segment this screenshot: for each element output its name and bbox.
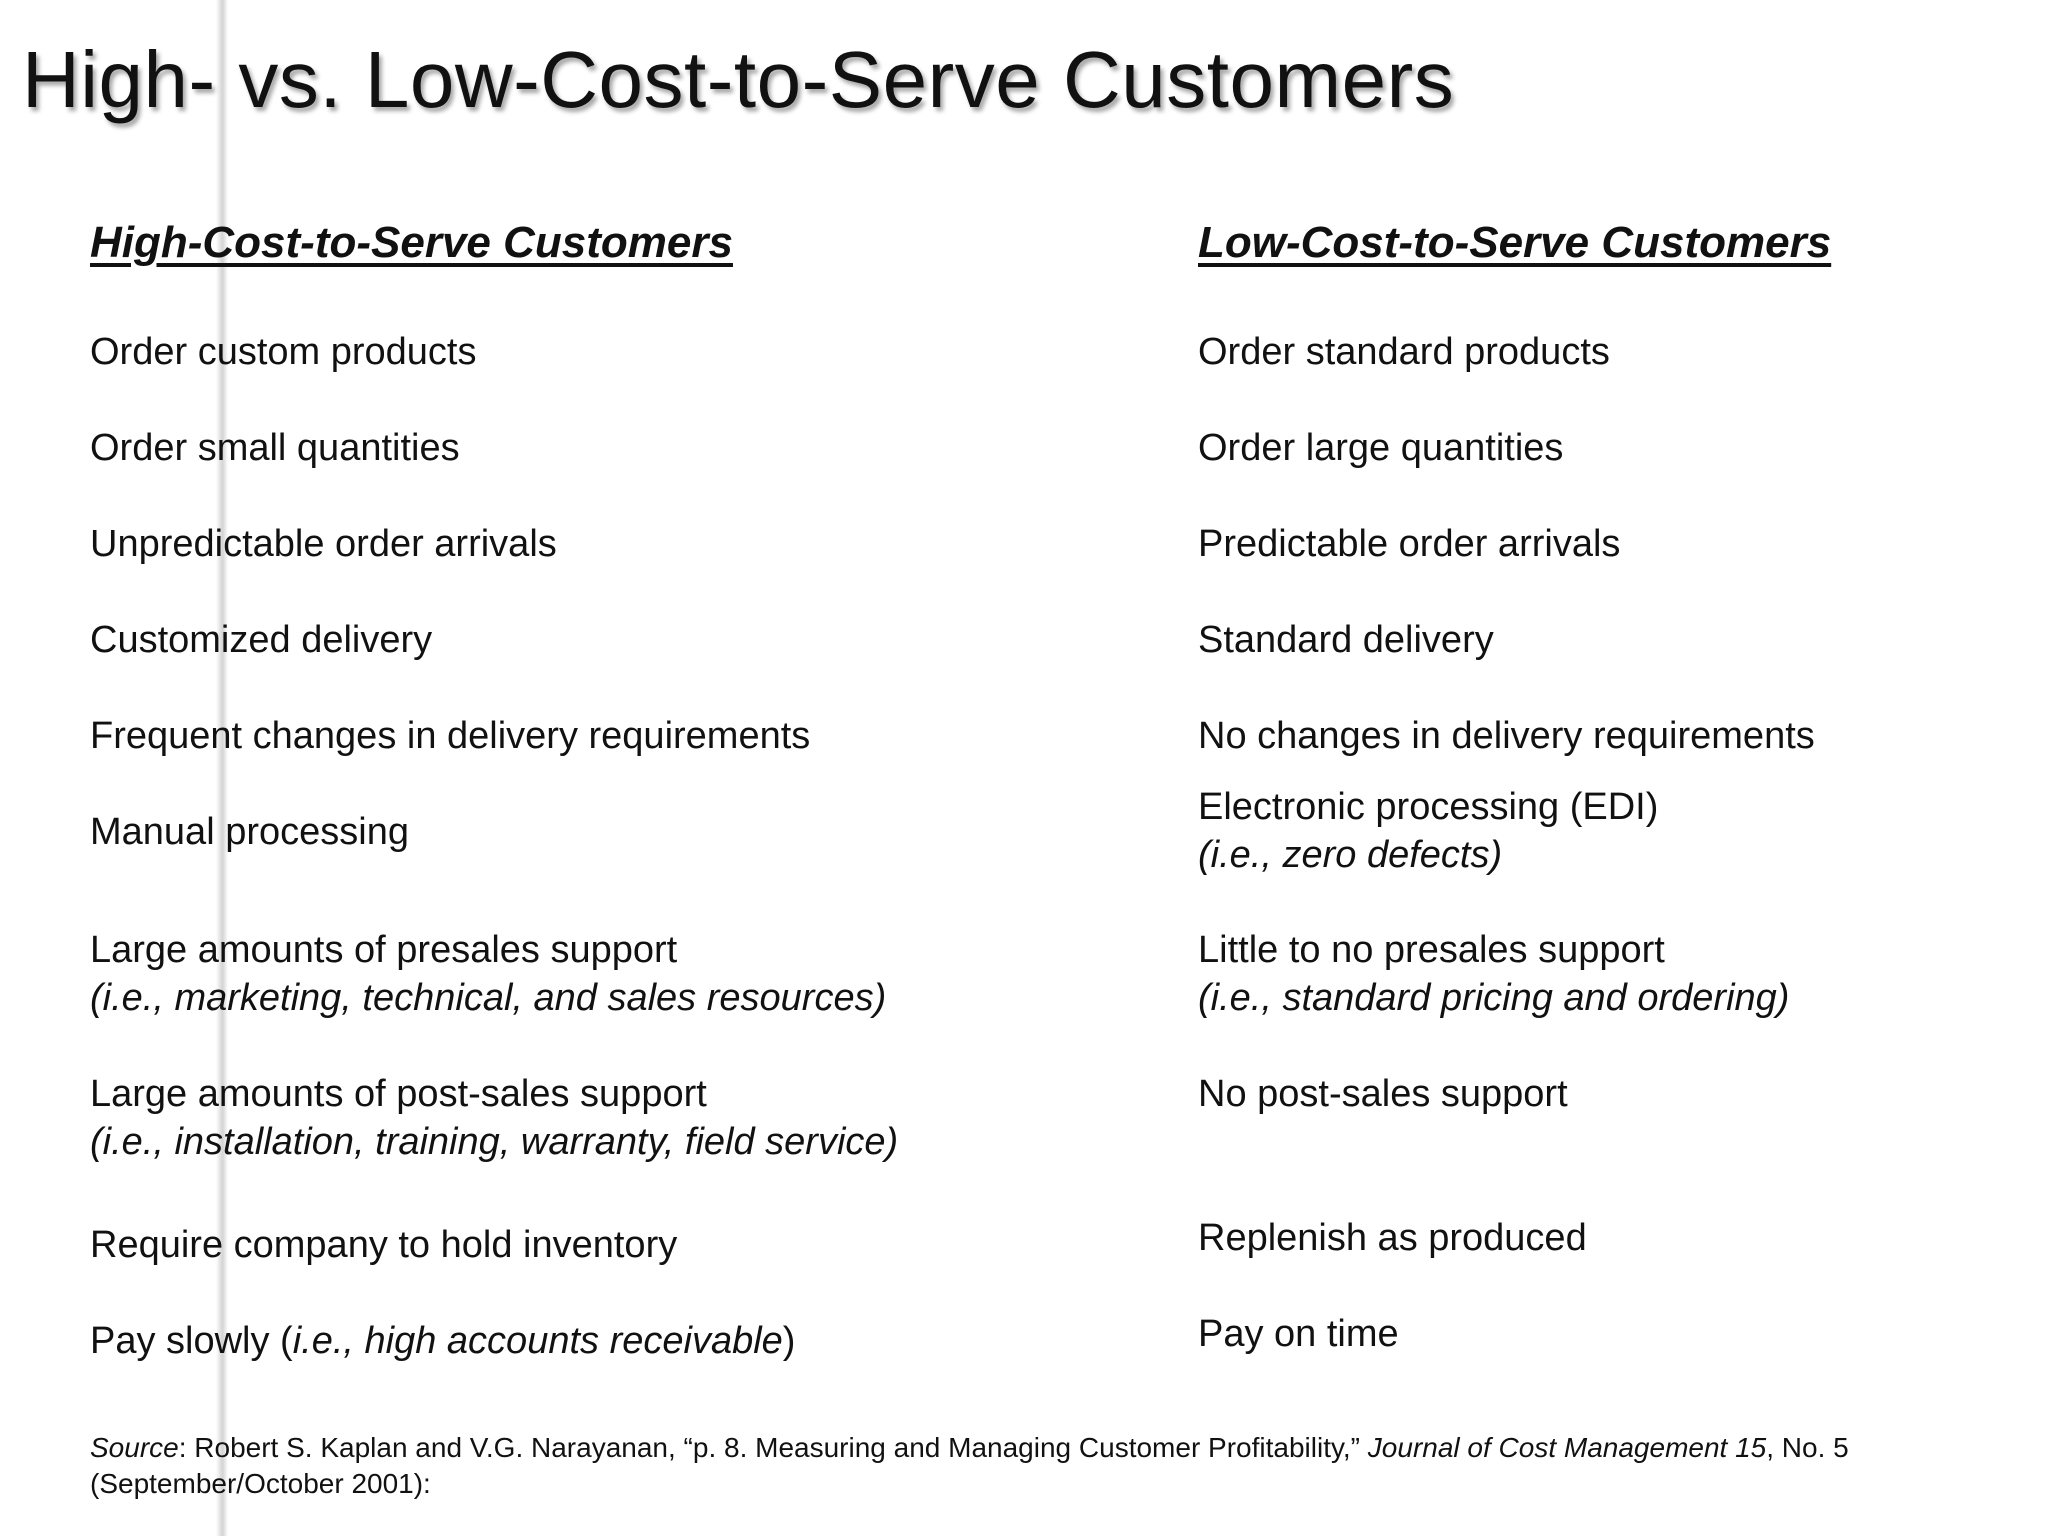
low-item: Little to no presales support (i.e., sta… xyxy=(1198,926,1789,1022)
page-title: High- vs. Low-Cost-to-Serve Customers xyxy=(22,35,1455,124)
source-citation: Source: Robert S. Kaplan and V.G. Naraya… xyxy=(90,1432,1849,1499)
high-item-detail: (i.e., marketing, technical, and sales r… xyxy=(90,977,887,1019)
high-item: Frequent changes in delivery requirement… xyxy=(90,715,811,757)
low-item: Pay on time xyxy=(1198,1313,1399,1355)
high-item: Unpredictable order arrivals xyxy=(90,523,557,565)
low-item-detail: (i.e., standard pricing and ordering) xyxy=(1198,977,1790,1019)
low-item: Replenish as produced xyxy=(1198,1217,1587,1259)
high-item: Large amounts of presales support (i.e.,… xyxy=(90,926,886,1022)
low-item: No changes in delivery requirements xyxy=(1198,715,1815,757)
high-item: Pay slowly (i.e., high accounts receivab… xyxy=(90,1320,796,1362)
low-item: Order standard products xyxy=(1198,331,1610,373)
high-cost-heading: High-Cost-to-Serve Customers xyxy=(90,218,733,267)
low-item: Order large quantities xyxy=(1198,427,1564,469)
low-item-detail: (i.e., zero defects) xyxy=(1198,834,1503,876)
decorative-vertical-bar xyxy=(216,0,228,1536)
low-cost-heading: Low-Cost-to-Serve Customers xyxy=(1198,218,1832,267)
high-item: Order small quantities xyxy=(90,427,460,469)
low-item: Predictable order arrivals xyxy=(1198,523,1621,565)
high-item: Require company to hold inventory xyxy=(90,1224,678,1266)
high-item: Order custom products xyxy=(90,331,477,373)
high-item-detail: (i.e., installation, training, warranty,… xyxy=(90,1121,899,1163)
low-item: No post-sales support xyxy=(1198,1073,1568,1115)
low-item: Electronic processing (EDI) (i.e., zero … xyxy=(1198,783,1658,879)
high-item: Customized delivery xyxy=(90,619,433,661)
low-item: Standard delivery xyxy=(1198,619,1494,661)
high-item: Large amounts of post-sales support (i.e… xyxy=(90,1070,898,1166)
high-item: Manual processing xyxy=(90,811,409,853)
